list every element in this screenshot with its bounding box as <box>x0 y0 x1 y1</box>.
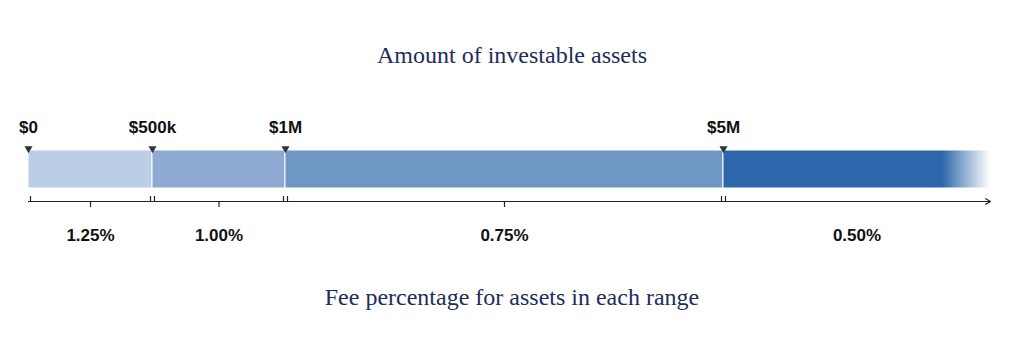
svg-text:$0: $0 <box>19 118 38 137</box>
svg-text:$5M: $5M <box>707 118 740 137</box>
svg-text:1.00%: 1.00% <box>195 226 243 245</box>
svg-text:0.50%: 0.50% <box>833 226 881 245</box>
html-text:Fee percentage for assets in e: Fee percentage for assets in each range <box>324 284 700 310</box>
svg-text:$500k: $500k <box>129 118 177 137</box>
html-text:Amount of investable assets: Amount of investable assets <box>377 42 647 68</box>
svg-text:$1M: $1M <box>269 118 302 137</box>
svg-text:0.75%: 0.75% <box>480 226 528 245</box>
svg-text:1.25%: 1.25% <box>66 226 114 245</box>
